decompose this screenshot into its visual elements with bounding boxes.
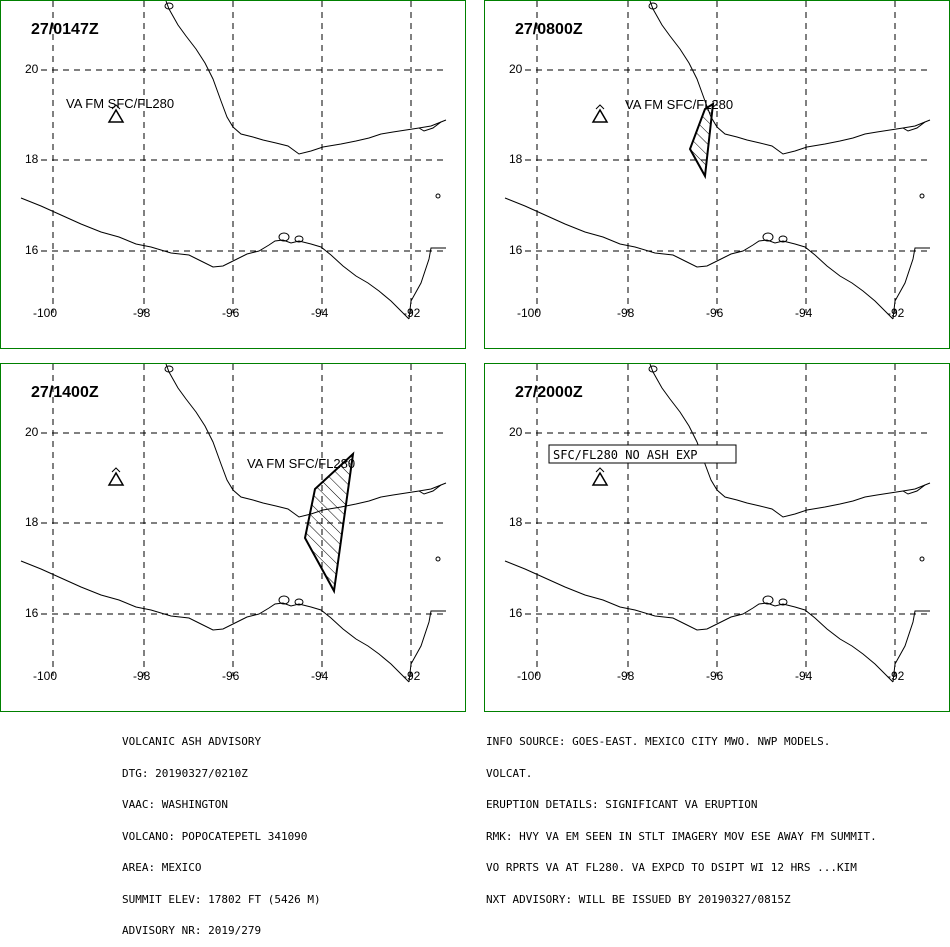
advisory-line: ADVISORY NR: 2019/279 xyxy=(122,924,262,937)
coastline xyxy=(504,1,931,320)
volcano-icon xyxy=(591,104,609,123)
grid-lines xyxy=(525,364,930,676)
lon-tick-label: -94 xyxy=(311,669,329,683)
lat-tick-label: 20 xyxy=(509,62,523,76)
advisory-line: VOLCANIC ASH ADVISORY xyxy=(122,735,262,748)
ash-level-label: SFC/FL280 NO ASH EXP xyxy=(553,448,698,462)
advisory-line: INFO SOURCE: GOES-EAST. MEXICO CITY MWO.… xyxy=(486,735,831,748)
lat-tick-label: 16 xyxy=(25,243,39,257)
valid-time-label: 27/0800Z xyxy=(515,21,583,38)
grid-lines xyxy=(41,1,446,313)
volcano-icon xyxy=(591,467,609,486)
advisory-left-block: VOLCANIC ASH ADVISORY DTG: 20190327/0210… xyxy=(122,716,321,947)
lat-tick-label: 20 xyxy=(25,425,39,439)
lon-tick-label: -96 xyxy=(222,306,240,320)
lon-tick-label: -94 xyxy=(795,669,813,683)
grid-lines xyxy=(41,364,446,676)
lon-tick-label: -92 xyxy=(403,306,421,320)
valid-time-label: 27/2000Z xyxy=(515,384,583,401)
map-svg: 20 18 16 -100 -98 -96 -94 -92 27/1400Z VA FM SF… xyxy=(20,364,447,683)
axis-labels: 20 18 16 -100 -98 -96 -94 -92 xyxy=(25,425,421,683)
lon-tick-label: -100 xyxy=(33,669,57,683)
advisory-line: VOLCANO: POPOCATEPETL 341090 xyxy=(122,829,308,843)
lon-tick-label: -100 xyxy=(517,669,541,683)
ash-level-label: VA FM SFC/FL280 xyxy=(247,456,355,471)
lat-tick-label: 18 xyxy=(509,152,523,166)
advisory-line: RMK: HVY VA EM SEEN IN STLT IMAGERY MOV … xyxy=(486,829,877,843)
lon-tick-label: -100 xyxy=(33,306,57,320)
ash-polygon xyxy=(688,102,715,180)
axis-labels: 20 18 16 -100 -98 -96 -94 -92 xyxy=(25,62,421,320)
ash-level-label: VA FM SFC/FL280 xyxy=(625,97,733,112)
lon-tick-label: -98 xyxy=(617,669,635,683)
volcano-icon xyxy=(107,467,125,486)
valid-time-label: 27/0147Z xyxy=(31,21,99,38)
advisory-line: DTG: 20190327/0210Z xyxy=(122,766,248,780)
lat-tick-label: 18 xyxy=(509,515,523,529)
axis-labels: 20 18 16 -100 -98 -96 -94 -92 xyxy=(509,425,905,683)
coastline xyxy=(20,1,447,320)
lon-tick-label: -92 xyxy=(887,669,905,683)
axis-labels: 20 18 16 -100 -98 -96 -94 -92 xyxy=(509,62,905,320)
lon-tick-label: -100 xyxy=(517,306,541,320)
lon-tick-label: -94 xyxy=(795,306,813,320)
lon-tick-label: -96 xyxy=(222,669,240,683)
valid-time-label: 27/1400Z xyxy=(31,384,99,401)
volcano-icon xyxy=(107,104,125,123)
grid-lines xyxy=(525,1,930,313)
map-panel-0800z: 20 18 16 -100 -98 -96 -94 -92 27/0800Z VA FM SF… xyxy=(484,0,950,349)
lat-tick-label: 20 xyxy=(509,425,523,439)
map-panel-1400z: 20 18 16 -100 -98 -96 -94 -92 27/1400Z VA FM SF… xyxy=(0,363,466,712)
lat-tick-label: 16 xyxy=(509,606,523,620)
advisory-line: SUMMIT ELEV: 17802 FT (5426 M) xyxy=(122,892,321,906)
advisory-line: VO RPRTS VA AT FL280. VA EXPCD TO DSIPT … xyxy=(486,861,857,874)
lon-tick-label: -92 xyxy=(403,669,421,683)
map-svg: 20 18 16 -100 -98 -96 -94 -92 27/2000Z SFC/FL28… xyxy=(504,364,931,683)
map-svg: 20 18 16 -100 -98 -96 -94 -92 27/0800Z VA FM SF… xyxy=(504,1,931,320)
lon-tick-label: -98 xyxy=(133,669,151,683)
map-panel-0147z: 20 18 16 -100 -98 -96 -94 -92 27/0147Z VA FM SF… xyxy=(0,0,466,349)
lon-tick-label: -98 xyxy=(617,306,635,320)
lon-tick-label: -96 xyxy=(706,669,724,683)
map-panel-2000z: 20 18 16 -100 -98 -96 -94 -92 27/2000Z SFC/FL28… xyxy=(484,363,950,712)
lat-tick-label: 18 xyxy=(25,515,39,529)
ash-polygon xyxy=(303,451,355,595)
lon-tick-label: -94 xyxy=(311,306,329,320)
advisory-line: VOLCAT. xyxy=(486,766,533,780)
lat-tick-label: 16 xyxy=(25,606,39,620)
lat-tick-label: 18 xyxy=(25,152,39,166)
lon-tick-label: -96 xyxy=(706,306,724,320)
advisory-line: ERUPTION DETAILS: SIGNIFICANT VA ERUPTIO… xyxy=(486,798,758,811)
advisory-line: AREA: MEXICO xyxy=(122,861,202,874)
lat-tick-label: 16 xyxy=(509,243,523,257)
lat-tick-label: 20 xyxy=(25,62,39,76)
lon-tick-label: -98 xyxy=(133,306,151,320)
lon-tick-label: -92 xyxy=(887,306,905,320)
coastline xyxy=(20,364,447,683)
advisory-line: VAAC: WASHINGTON xyxy=(122,798,228,811)
advisory-right-block: INFO SOURCE: GOES-EAST. MEXICO CITY MWO.… xyxy=(486,716,877,916)
map-svg: 20 18 16 -100 -98 -96 -94 -92 27/0147Z VA FM SF… xyxy=(20,1,447,320)
ash-level-label: VA FM SFC/FL280 xyxy=(66,96,174,111)
coastline xyxy=(504,364,931,683)
no-ash-box xyxy=(548,444,737,464)
advisory-line: NXT ADVISORY: WILL BE ISSUED BY 20190327… xyxy=(486,892,791,906)
